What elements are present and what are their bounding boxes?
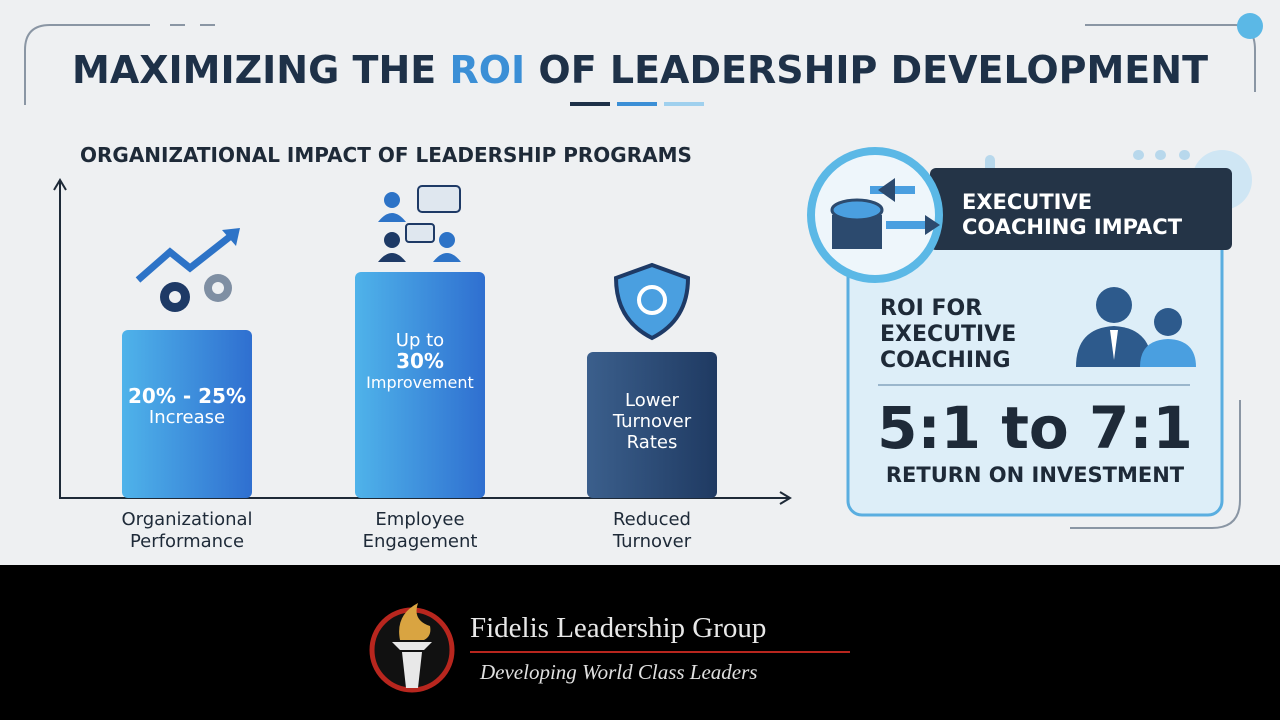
title: MAXIMIZING THE ROI OF LEADERSHIP DEVELOP… <box>0 48 1280 92</box>
growth-icon <box>135 228 240 312</box>
bar <box>355 272 485 498</box>
bar-text: Lower Turnover Rates <box>587 390 717 453</box>
title-text: MAXIMIZING THE <box>72 48 437 92</box>
bar-label-line: Employee <box>375 509 465 530</box>
accent <box>617 102 657 106</box>
bar-label-line: Organizational <box>121 509 253 530</box>
bar-value: 30% <box>396 349 444 373</box>
roi-label-line: ROI FOR <box>880 296 983 321</box>
title-text: OF LEADERSHIP DEVELOPMENT <box>538 48 1208 92</box>
roi-label-line: COACHING <box>880 348 1011 373</box>
bar-text: 20% - 25% Increase <box>122 384 252 429</box>
dots <box>985 150 1190 180</box>
roi-label: ROI FOR EXECUTIVE COACHING <box>880 296 1016 374</box>
coin-icon <box>830 178 940 249</box>
accent <box>664 102 704 106</box>
frame-line <box>1070 400 1241 529</box>
dot <box>1237 13 1263 39</box>
section-title: ORGANIZATIONAL IMPACT OF LEADERSHIP PROG… <box>80 143 692 167</box>
bar-label: Organizational Performance <box>87 509 287 553</box>
logo <box>369 603 455 693</box>
bar-caption: Lower <box>625 390 679 411</box>
bar-caption: Up to <box>395 330 445 351</box>
axis-arrows <box>53 178 792 505</box>
bar-label-line: Performance <box>129 531 245 552</box>
bar-label: Reduced Turnover <box>552 509 752 553</box>
roi-ratio: 5:1 to 7:1 <box>877 394 1193 462</box>
bar-caption: Improvement <box>366 373 474 392</box>
bar-label-line: Engagement <box>362 531 478 552</box>
coaching-title: EXECUTIVE COACHING IMPACT <box>962 190 1182 240</box>
shield-icon <box>613 262 691 341</box>
bar-label-line: Reduced <box>612 509 691 530</box>
tagline: Developing World Class Leaders <box>480 660 758 684</box>
coaching-title-line: COACHING IMPACT <box>962 215 1183 239</box>
roi-label-line: EXECUTIVE <box>880 322 1017 347</box>
frame-line <box>24 24 150 105</box>
title-highlight: ROI <box>449 48 526 92</box>
footer-band <box>0 565 1280 720</box>
bar-text: Up to 30% Improvement <box>355 330 485 393</box>
roi-caption: RETURN ON INVESTMENT <box>885 463 1185 487</box>
bar-value: 20% - 25% <box>128 384 246 408</box>
coaching-banner <box>930 168 1232 250</box>
bar-caption: Increase <box>148 407 226 428</box>
bar-label-line: Turnover <box>612 531 692 552</box>
company-name: Fidelis Leadership Group <box>470 612 767 644</box>
bar <box>122 330 252 498</box>
people-icon <box>378 185 461 262</box>
axes <box>59 182 790 499</box>
accent <box>570 102 610 106</box>
bar-label: Employee Engagement <box>320 509 520 553</box>
coaching-title-line: EXECUTIVE <box>962 190 1093 214</box>
executives-icon <box>1076 287 1196 367</box>
bar-caption: Turnover <box>612 411 692 432</box>
bar <box>587 352 717 498</box>
bar-caption: Rates <box>626 432 678 453</box>
